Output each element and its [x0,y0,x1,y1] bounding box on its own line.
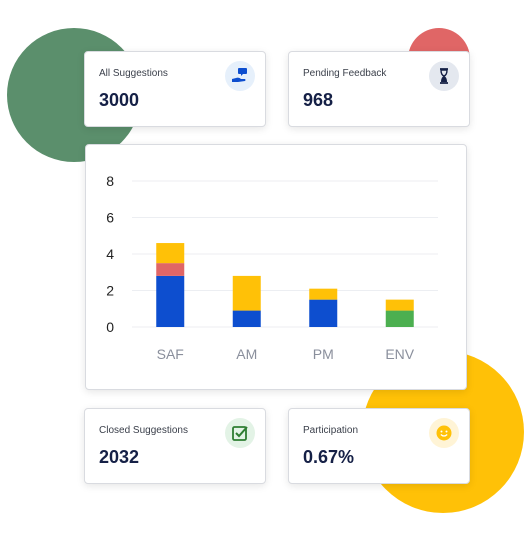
card-label: Pending Feedback [303,68,387,79]
card-value: 2032 [99,447,140,467]
card-value: 0.67% [303,447,355,467]
bar-segment [385,299,414,311]
y-tick-label: 2 [106,283,114,299]
card-value: 3000 [99,90,140,110]
y-tick-label: 6 [106,210,114,226]
all-suggestions-card[interactable]: All Suggestions 3000 [84,51,266,127]
bar-segment [156,243,185,264]
x-tick-label: AM [236,346,257,362]
bar-segment [156,275,185,327]
y-tick-label: 4 [106,246,114,262]
hand-chat-icon [225,61,255,91]
x-tick-label: PM [313,346,334,362]
bar-segment [309,288,338,300]
hourglass-icon [429,61,459,91]
card-value: 968 [303,90,334,110]
bar-segment [232,310,261,327]
bar-segment [156,263,185,276]
chart-svg: 0 2 4 6 8 SAF AM PM ENV [106,173,438,362]
pending-feedback-card[interactable]: Pending Feedback 968 [288,51,470,127]
card-label: Participation [303,425,359,436]
participation-card[interactable]: Participation 0.67% [288,408,470,484]
bar-segment [232,275,261,311]
suggestions-chart: 0 2 4 6 8 SAF AM PM ENV [85,144,467,390]
card-label: Closed Suggestions [99,425,188,436]
y-tick-label: 8 [106,173,114,189]
card-label: All Suggestions [99,68,168,79]
smiley-icon [429,418,459,448]
closed-suggestions-card[interactable]: Closed Suggestions 2032 [84,408,266,484]
x-tick-label: SAF [157,346,184,362]
y-tick-label: 0 [106,319,114,335]
bar-segment [385,310,414,327]
bar-segment [309,299,338,327]
checkbox-icon [225,418,255,448]
x-tick-label: ENV [385,346,414,362]
